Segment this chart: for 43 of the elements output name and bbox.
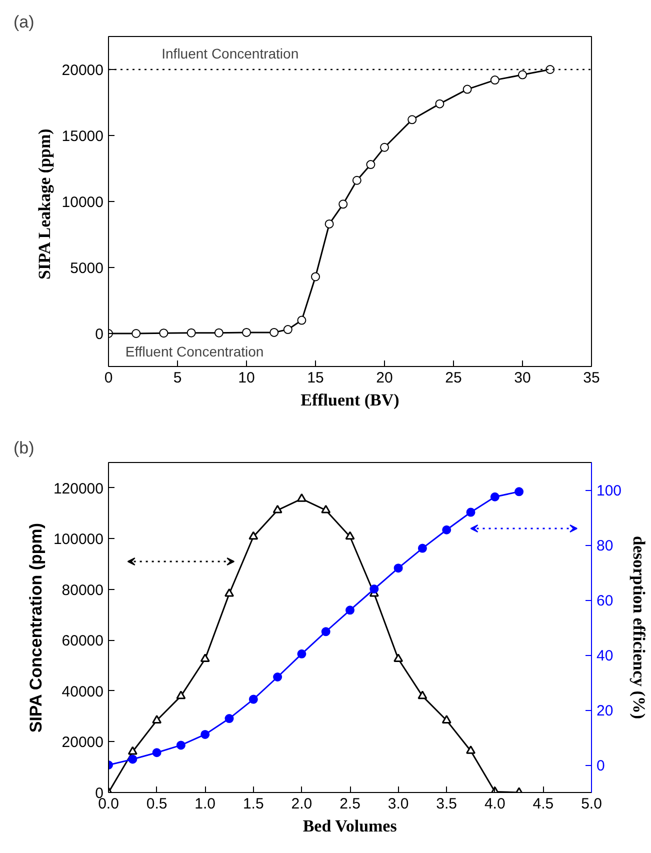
y-axis-title: SIPA Concentration (ppm) [26,522,46,733]
x-tick-label: 1.5 [242,796,264,812]
x-tick-label: 2.5 [340,796,360,812]
y2-tick-label: 60 [596,592,614,610]
y2-tick-label: 20 [596,702,614,720]
x-tick-label: 3.5 [436,796,458,812]
x-tick-label: 1.0 [194,796,216,812]
y-tick-label: 120000 [53,480,104,498]
x-axis-title: Effluent (BV) [300,390,400,410]
x-tick-label: 4.5 [532,796,554,812]
x-axis-title: Bed Volumes [302,816,398,836]
y-tick-label: 0 [95,326,104,343]
x-tick-label: 35 [583,370,600,386]
chart-title: (a) [14,12,34,32]
ref-line-label: Influent Concentration [162,46,299,62]
x-tick-label: 4.0 [484,796,506,812]
y2-tick-label: 40 [596,648,614,664]
x-tick-label: 10 [238,370,255,386]
y-tick-label: 20000 [62,62,104,79]
x-tick-label: 5 [173,370,182,386]
x-tick-label: 5.0 [581,796,602,812]
y-tick-label: 15000 [62,128,104,145]
annotation: Effluent Concentration [125,344,264,360]
y-tick-label: 40000 [62,683,104,700]
y-axis-title: SIPA Leakage (ppm) [34,128,54,280]
y-tick-label: 10000 [62,194,104,211]
x-tick-label: 2.0 [291,796,312,812]
y2-tick-label: 0 [596,758,605,774]
y-tick-label: 60000 [62,632,104,650]
x-tick-label: 3.0 [388,796,409,812]
y-tick-label: 100000 [53,531,104,548]
y-tick-label: 80000 [62,582,104,599]
y-tick-label: 5000 [70,260,104,277]
chart-title: (b) [14,438,34,458]
x-tick-label: 20 [376,370,393,386]
x-tick-label: 15 [307,370,324,386]
y2-tick-label: 100 [596,482,622,500]
y2-tick-label: 80 [596,538,614,554]
x-tick-label: 25 [445,370,462,386]
x-tick-label: 30 [514,370,531,386]
y2-axis-title: desorption efficiency (%) [630,536,649,720]
y-tick-label: 20000 [62,734,104,752]
x-tick-label: 0.5 [146,796,168,812]
